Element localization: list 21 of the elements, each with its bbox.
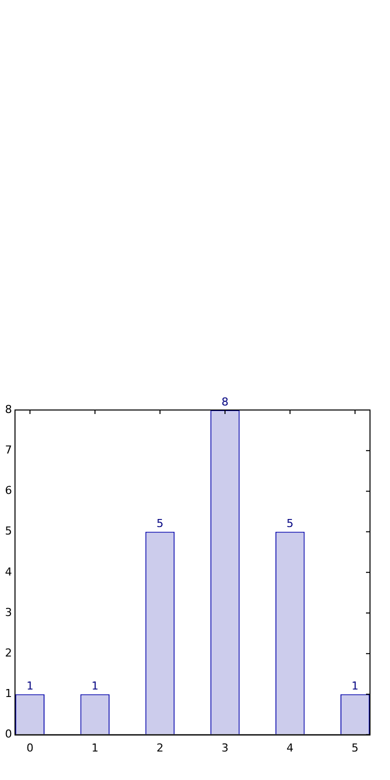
y-tick-label: 0 — [5, 728, 12, 741]
x-tick-label: 5 — [352, 741, 359, 754]
y-tick-label: 8 — [5, 402, 12, 416]
y-tick-label: 1 — [5, 687, 12, 700]
data-label: 1 — [26, 680, 34, 693]
x-tick-label: 4 — [286, 741, 294, 754]
y-tick-label: 2 — [5, 646, 12, 660]
data-label: 1 — [352, 680, 359, 693]
x-tick-label: 0 — [26, 741, 34, 754]
y-tick-label: 6 — [5, 484, 12, 498]
y-tick-label: 5 — [5, 524, 12, 538]
data-label: 5 — [156, 517, 164, 530]
data-label: 5 — [286, 517, 294, 530]
data-label: 1 — [91, 680, 98, 693]
x-tick-label: 3 — [222, 741, 229, 754]
y-tick-label: 3 — [5, 606, 12, 619]
data-label: 8 — [222, 395, 229, 408]
y-tick-label: 7 — [5, 443, 12, 456]
y-tick-label: 4 — [5, 565, 12, 578]
x-tick-label: 1 — [91, 741, 98, 754]
x-tick-label: 2 — [156, 741, 164, 754]
